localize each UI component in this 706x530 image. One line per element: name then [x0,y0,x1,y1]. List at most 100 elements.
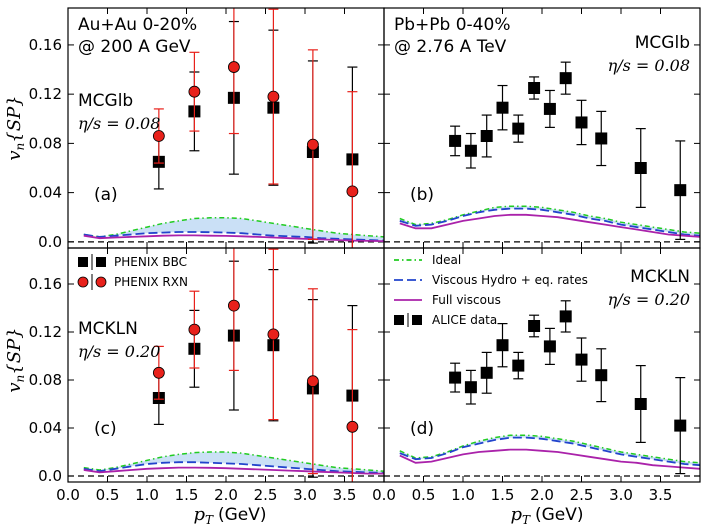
point-square-b-4 [512,122,525,135]
point-circle-c-4 [306,375,319,388]
legend-label-bottom-3: ALICE data [432,313,497,327]
y-axis-label-main: v [4,150,25,160]
point-circle-a-5 [346,185,359,198]
point-square-d-9 [595,369,608,382]
model-label-c: MCKLN [78,319,138,339]
y-tick-label-a-4: 0.16 [29,36,62,54]
point-square-b-3 [496,101,509,114]
eta-label-b: η/s = 0.08 [608,56,690,75]
legend-label-bottom-0: Ideal [432,253,461,267]
point-square-b-11 [674,184,687,197]
curve-c-ideal [83,451,384,472]
y-tick-label-a-0: 0.0 [38,233,62,251]
y-axis-label-bottom: vn{SP} [4,327,27,392]
point-square-b-5 [528,82,541,94]
point-square-d-2 [480,366,493,379]
y-tick-label-c-0: 0.0 [38,467,62,485]
x-tick-label-d-6: 3.0 [609,486,633,504]
point-square-d-8 [575,353,588,366]
legend-label-bottom-2: Full viscous [432,293,501,307]
panel-tag-a: (a) [94,185,118,205]
model-label-b: MCGlb [635,33,690,53]
legend-marker-alice-b [412,315,422,325]
panel-header-b-1: @ 2.76 A TeV [394,37,507,57]
y-tick-label-c-2: 0.08 [29,371,62,389]
curve-a-full-viscous [83,234,384,243]
point-square-b-9 [595,132,608,145]
curve-b-viscous-hydro-eq-rates [399,207,700,237]
point-circle-a-2 [227,61,240,73]
panel-c: 0.0 0.04 0.08 0.12 0.16 0.0 0.5 1.0 1.5 2.0 2.5 3.0… [29,247,385,504]
y-tick-label-c-3: 0.12 [29,323,62,341]
uncertainty-band-c [83,452,384,473]
y-axis-label-top: vn{SP} [4,95,27,160]
panel-tag-b: (b) [410,185,434,205]
curves-b [399,205,700,238]
x-tick-label-c-6: 3.0 [293,486,317,504]
legend-marker-bbc-a [78,257,88,267]
x-tick-label-c-0: 0.0 [56,486,80,504]
panel-b: Pb+Pb 0-40%@ 2.76 A TeV MCGlb η/s = 0.08 (b… [383,7,701,249]
legend-marker-rxn-b [95,276,107,288]
legend-label-top-1: PHENIX RXN [114,275,188,289]
x-tick-label-c-4: 2.0 [214,486,238,504]
panel-header-a-1: @ 200 A GeV [78,37,191,57]
point-square-b-1 [464,144,477,157]
x-axis-label-left: pT (GeV) [193,504,266,527]
x-tick-label-d-3: 1.5 [491,486,515,504]
point-circle-a-0 [152,130,165,142]
x-tick-label-d-4: 2.0 [530,486,554,504]
x-axis-label-unit-2: (GeV) [535,505,584,525]
x-axis-label-unit: (GeV) [218,505,267,525]
panel-frame-d [383,247,701,483]
point-circle-a-1 [188,85,201,98]
curve-c-full-viscous [83,466,384,475]
point-circle-c-5 [346,420,359,433]
point-square-d-5 [528,320,541,332]
legend-label-top-0: PHENIX BBC [114,255,187,269]
x-tick-label-c-1: 0.5 [96,486,120,504]
y-axis-label-sub: n [13,143,27,151]
x-tick-label-d-0: 0.0 [372,486,396,504]
eta-label-c: η/s = 0.20 [78,342,160,361]
point-square-d-0 [449,371,462,384]
point-circle-a-4 [306,138,319,151]
curve-c-viscous-hydro-eq-rates [83,461,384,474]
point-square-b-7 [559,72,572,85]
point-circle-c-1 [188,323,201,336]
curves-c [83,451,384,475]
curve-b-full-viscous [399,213,700,238]
point-circle-c-2 [227,299,240,312]
eta-label-d: η/s = 0.20 [608,290,690,309]
point-square-d-3 [496,339,509,352]
points-c [152,248,359,482]
point-square-d-6 [543,340,556,353]
legends: PHENIX BBC PHENIX RXN Ideal Viscous Hydro +… [77,253,588,327]
point-square-b-8 [575,116,588,129]
point-square-d-4 [512,359,525,372]
legend-marker-alice-a [394,315,404,325]
curve-d-full-viscous [399,448,700,470]
model-label-d: MCKLN [630,267,690,287]
y-axis-label-main-2: v [4,382,25,392]
x-tick-label-c-7: 3.5 [333,486,357,504]
curve-a-viscous-hydro-eq-rates [83,231,384,242]
point-square-b-10 [634,162,647,174]
y-tick-label-c-1: 0.04 [29,419,62,437]
panel-d: 0.0 0.5 1.0 1.5 2.0 2.5 3.0 3.5 MCKLN η/s = 0.20 (… [372,247,701,504]
panel-tag-c: (c) [94,419,117,439]
x-axis-label-sub-2: T [522,513,531,527]
y-tick-label-a-1: 0.04 [29,184,62,202]
curve-b-ideal [399,205,700,234]
point-square-d-10 [634,398,647,410]
x-tick-label-d-7: 3.5 [649,486,673,504]
panel-tag-d: (d) [410,419,434,439]
point-circle-a-3 [267,90,280,103]
x-axis-label-right: pT (GeV) [510,504,583,527]
panel-header-b-0: Pb+Pb 0-40% [394,15,510,35]
axis-labels-layer: vn{SP} vn{SP} pT (GeV) pT (GeV) [4,95,584,527]
uncertainty-band-d [399,435,700,466]
points-d [449,300,687,475]
legend-marker-rxn-a [77,276,89,288]
y-axis-label-sub-2: n [13,375,27,383]
